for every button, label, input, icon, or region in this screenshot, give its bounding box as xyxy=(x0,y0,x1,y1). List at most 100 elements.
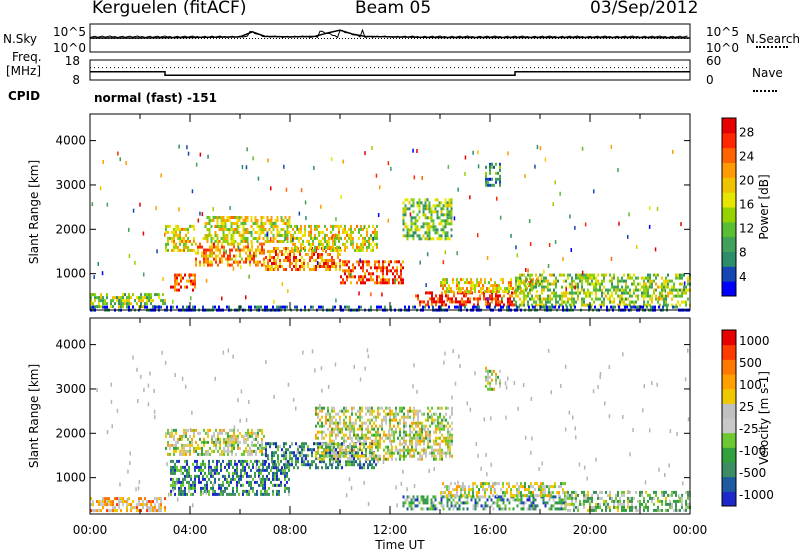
power-cell xyxy=(418,207,421,211)
velocity-cell xyxy=(445,436,447,440)
velocity-cell xyxy=(440,491,442,495)
velocity-cell xyxy=(363,433,365,437)
power-cell xyxy=(178,288,180,292)
velocity-cell xyxy=(451,442,453,446)
velocity-cell xyxy=(427,427,429,431)
power-cell xyxy=(294,236,296,240)
power-noise-cell xyxy=(543,269,545,274)
power-cell xyxy=(549,300,551,304)
velocity-cell xyxy=(196,465,198,469)
power-cell xyxy=(237,263,239,267)
velocity-cell xyxy=(204,471,206,475)
velocity-cell xyxy=(189,440,191,444)
power-cell xyxy=(254,231,257,234)
velocity-cell xyxy=(180,489,182,493)
power-cell xyxy=(275,262,277,265)
velocity-cell xyxy=(259,449,261,453)
power-cell xyxy=(415,294,417,298)
velocity-cell xyxy=(200,480,202,484)
power-cell xyxy=(98,302,100,306)
velocity-cell xyxy=(353,451,355,455)
velocity-cell xyxy=(393,439,395,443)
power-cell xyxy=(617,282,619,286)
power-cell xyxy=(362,260,364,264)
velocity-cell xyxy=(232,486,234,490)
power-cell xyxy=(428,216,431,220)
power-cell xyxy=(551,282,553,286)
velocity-cell xyxy=(558,494,560,498)
velocity-cell xyxy=(100,503,102,507)
velocity-cell xyxy=(283,454,285,458)
velocity-cell xyxy=(234,468,236,472)
power-cell xyxy=(220,228,223,231)
velocity-cell xyxy=(321,436,323,440)
velocity-cell xyxy=(325,451,327,455)
velocity-cell xyxy=(191,443,193,447)
velocity-cell xyxy=(252,489,254,493)
power-noise-cell xyxy=(377,213,380,217)
power-cell xyxy=(495,294,497,298)
power-cell xyxy=(589,282,591,286)
velocity-cell xyxy=(219,440,221,444)
velocity-cell xyxy=(373,451,375,455)
nave-tick-bottom: 0 xyxy=(706,73,714,87)
power-cell xyxy=(621,285,623,289)
velocity-cell xyxy=(377,442,379,446)
power-cell xyxy=(310,230,312,234)
power-cell xyxy=(152,299,154,303)
velocity-cell xyxy=(510,494,512,498)
velocity-cell xyxy=(236,462,238,466)
velocity-cell xyxy=(185,443,187,447)
power-cell xyxy=(453,294,455,298)
velocity-cell xyxy=(458,507,461,511)
velocity-cell xyxy=(321,421,323,425)
velocity-cell xyxy=(357,448,359,452)
velocity-cell xyxy=(375,433,377,437)
velocity-cell xyxy=(277,445,279,449)
power-noise-cell xyxy=(201,212,204,217)
velocity-cell xyxy=(447,439,449,443)
velocity-cell xyxy=(581,502,583,506)
power-cell xyxy=(300,230,302,234)
velocity-cell xyxy=(504,491,506,495)
power-cell xyxy=(647,276,649,280)
power-cell xyxy=(681,291,683,295)
velocity-cell xyxy=(252,465,254,469)
velocity-cell xyxy=(353,406,355,410)
power-cell xyxy=(412,216,415,220)
nave-label: Nave xyxy=(752,66,783,80)
velocity-cell xyxy=(609,490,611,494)
velocity-cell xyxy=(126,503,128,507)
power-cell xyxy=(309,259,311,262)
power-cell xyxy=(567,300,569,304)
velocity-cell xyxy=(546,485,548,489)
velocity-cell xyxy=(421,457,423,461)
power-cell xyxy=(491,300,493,304)
velocity-cell xyxy=(468,491,470,495)
velocity-cell xyxy=(435,412,437,416)
power-cell xyxy=(370,305,372,309)
power-cell xyxy=(444,237,447,241)
velocity-cell xyxy=(369,418,371,422)
power-cell xyxy=(577,273,579,277)
velocity-cell xyxy=(439,448,441,452)
power-cell xyxy=(180,276,182,280)
power-cell xyxy=(319,262,321,265)
velocity-cell xyxy=(267,442,269,446)
power-cell xyxy=(485,174,487,178)
power-cell xyxy=(313,265,315,268)
power-cell xyxy=(246,228,249,231)
power-cell xyxy=(197,251,199,255)
power-cell xyxy=(352,266,354,270)
velocity-cell xyxy=(337,442,339,446)
velocity-cell xyxy=(412,507,415,511)
velocity-cell xyxy=(369,406,371,410)
velocity-cell xyxy=(333,457,335,461)
velocity-cell xyxy=(181,446,183,450)
velocity-cell xyxy=(349,451,351,455)
velocity-cell xyxy=(512,494,514,498)
power-cell xyxy=(675,288,677,292)
power-cell xyxy=(138,296,140,300)
velocity-cell xyxy=(327,412,329,416)
velocity-cell xyxy=(307,454,309,458)
